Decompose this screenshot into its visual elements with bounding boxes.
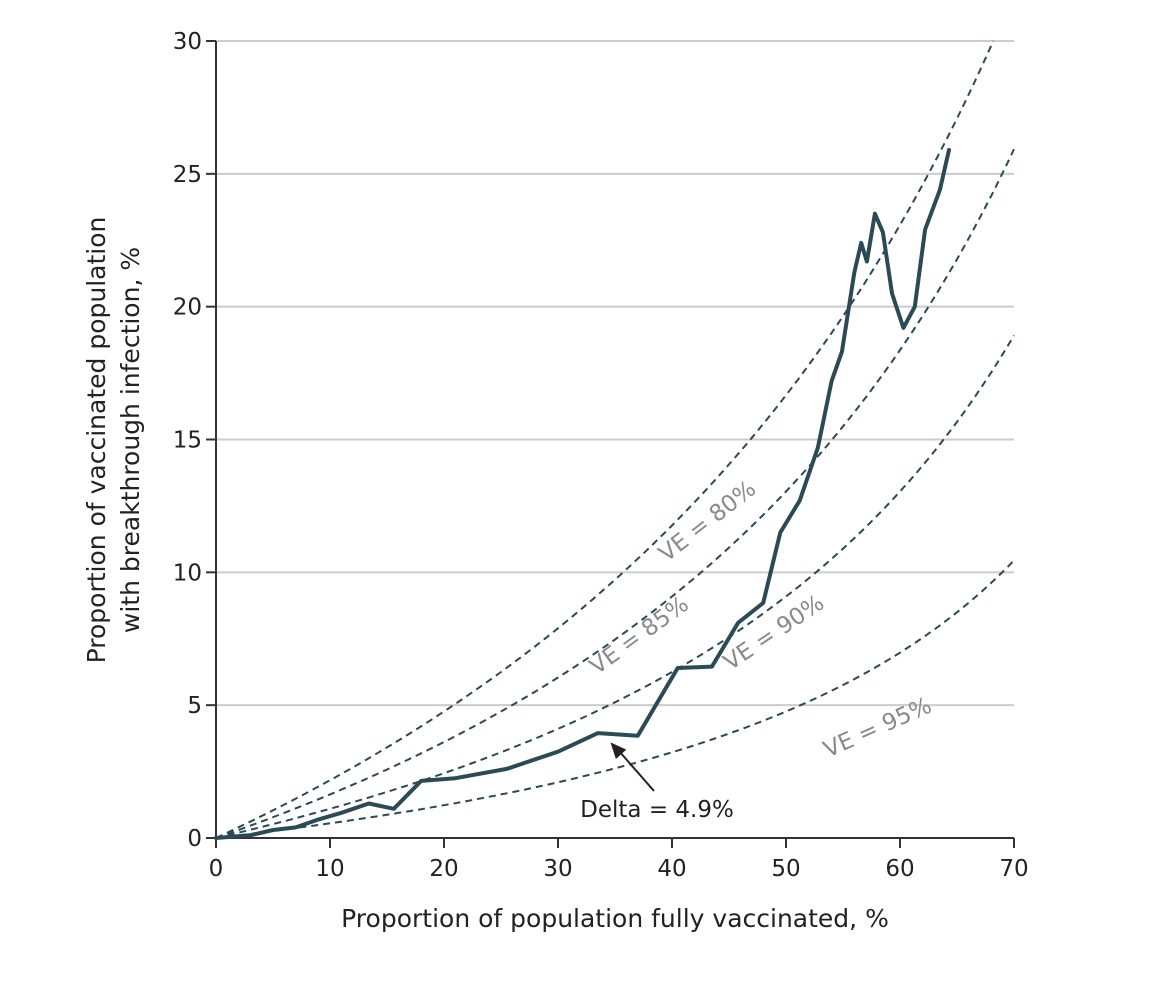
x-tick-label-50: 50 <box>771 856 800 882</box>
annotation-arrow-head <box>610 742 627 759</box>
x-tick-label-30: 30 <box>543 856 572 882</box>
reference-label-ve-95: VE = 95% <box>820 693 936 764</box>
x-tick-label-20: 20 <box>429 856 458 882</box>
x-tick-label-0: 0 <box>209 856 224 882</box>
observed-line <box>214 147 951 840</box>
reference-curve-ve-80 <box>215 40 995 839</box>
y-axis-title: Proportion of vaccinated population with … <box>82 217 145 664</box>
x-tick-label-10: 10 <box>315 856 344 882</box>
reference-curve-ve-90 <box>215 334 1015 839</box>
reference-curve-ve-85 <box>215 148 1015 839</box>
x-axis-title: Proportion of population fully vaccinate… <box>341 904 889 933</box>
y-tick-label-10: 10 <box>173 560 202 586</box>
reference-curve-ve-95 <box>215 559 1015 839</box>
annotation-delta-label: Delta = 4.9% <box>580 797 734 823</box>
y-axis-title-line-1: Proportion of vaccinated population <box>82 217 111 664</box>
x-tick-label-70: 70 <box>999 856 1028 882</box>
axes: 0 5 10 15 20 25 30 0 10 20 30 40 50 60 70 Proportion of… <box>82 29 1029 933</box>
reference-label-ve-90: VE = 90% <box>719 590 829 676</box>
annotation-arrow-shaft <box>617 749 655 792</box>
y-tick-label-20: 20 <box>173 295 202 321</box>
observed-series <box>214 147 951 840</box>
y-tick-label-15: 15 <box>173 428 202 454</box>
y-tick-label-30: 30 <box>173 29 202 55</box>
x-tick-label-40: 40 <box>657 856 686 882</box>
y-tick-label-0: 0 <box>187 826 202 852</box>
y-axis-title-line-2: with breakthrough infection, % <box>116 247 145 633</box>
y-tick-label-25: 25 <box>173 162 202 188</box>
x-tick-label-60: 60 <box>885 856 914 882</box>
y-tick-label-5: 5 <box>187 693 202 719</box>
gridlines <box>216 40 1014 707</box>
annotations: Delta = 4.9% <box>580 742 734 823</box>
